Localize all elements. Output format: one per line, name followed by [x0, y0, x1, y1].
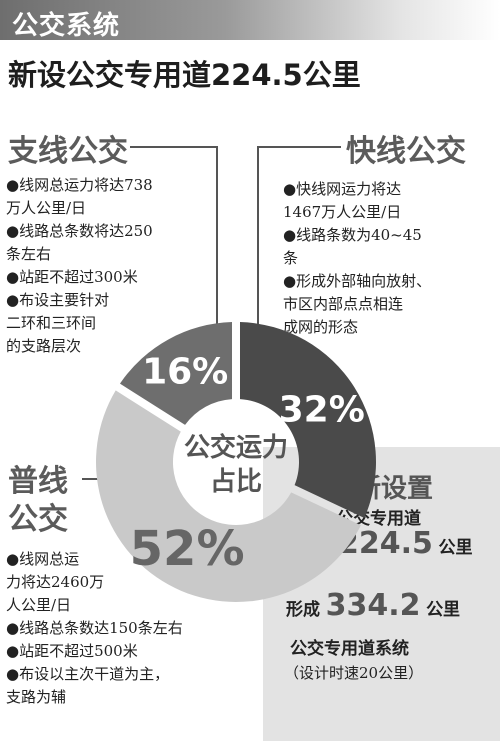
- info-unit1: 公里: [438, 538, 473, 558]
- regular-bullet: ●站距不超过500米: [6, 642, 138, 660]
- branch-leader-h: [130, 146, 218, 148]
- regular-title: 普线 公交: [8, 463, 68, 539]
- regular-title-line1: 普线: [8, 464, 68, 499]
- express-bullet: 1467万人公里/日: [283, 203, 402, 221]
- info-prefix2: 形成: [286, 600, 320, 620]
- branch-bullet: 万人公里/日: [6, 199, 87, 217]
- express-leader-h: [257, 146, 341, 148]
- branch-bullet: ●布设主要针对: [6, 291, 110, 309]
- express-bullet: 条: [283, 249, 299, 267]
- express-bullet: ●快线网运力将达: [283, 180, 402, 198]
- info-line3: 公交专用道系统: [290, 639, 409, 659]
- headline: 新设公交专用道224.5公里: [8, 58, 361, 92]
- express-title: 快线公交: [346, 134, 466, 169]
- slice-label: 16%: [142, 352, 228, 393]
- regular-bullet: 人公里/日: [6, 596, 72, 614]
- pie-slice: [96, 390, 361, 602]
- branch-bullet: ●站距不超过300米: [6, 268, 138, 286]
- info-number2: 334.2: [325, 588, 421, 623]
- branch-bullets: ●线网总运力将达738 万人公里/日 ●线路总条数将达250 条左右 ●站距不超…: [6, 174, 153, 358]
- regular-bullet: 支路为辅: [6, 688, 67, 706]
- express-bullets: ●快线网运力将达 1467万人公里/日 ●线路条数为40~45 条 ●形成外部轴…: [283, 178, 431, 339]
- regular-bullet: ●线路总条数达150条左右: [6, 619, 183, 637]
- slice-label: 32%: [279, 390, 365, 431]
- express-bullet: 市区内部点点相连: [283, 295, 404, 313]
- branch-bullet: ●线网总运力将达738: [6, 176, 153, 194]
- regular-bullet: 力将达2460万: [6, 573, 105, 591]
- slice-label: 52%: [130, 521, 245, 577]
- info-unit2: 公里: [426, 600, 461, 620]
- branch-leader-v: [216, 146, 218, 334]
- branch-bullet: ●线路总条数将达250: [6, 222, 153, 240]
- branch-bullet: 条左右: [6, 245, 52, 263]
- section-header: 公交系统: [0, 0, 500, 41]
- regular-title-line2: 公交: [8, 502, 68, 537]
- section-header-label: 公交系统: [12, 11, 121, 41]
- regular-bullet: ●布设以主次干道为主，: [6, 665, 170, 683]
- pie-slice: [239, 322, 376, 518]
- center-label-line2: 占比: [210, 467, 262, 497]
- branch-title: 支线公交: [8, 134, 128, 169]
- info-box: [263, 447, 500, 741]
- regular-bullets: ●线网总运 力将达2460万 人公里/日 ●线路总条数达150条左右 ●站距不超…: [6, 548, 183, 709]
- branch-bullet: 二环和三环间: [6, 314, 97, 332]
- pie-slice: [119, 322, 233, 425]
- express-bullet: 成网的形态: [283, 318, 359, 336]
- express-bullet: ●形成外部轴向放射、: [283, 272, 432, 290]
- regular-bullet: ●线网总运: [6, 550, 80, 568]
- express-bullet: ●线路条数为40~45: [283, 226, 422, 244]
- branch-bullet: 的支路层次: [6, 337, 82, 355]
- info-stat2: 形成 334.2 公里: [286, 588, 460, 623]
- center-label-line1: 公交运力: [184, 432, 288, 463]
- info-line4: （设计时速20公里）: [284, 664, 424, 682]
- express-leader-v: [257, 146, 259, 334]
